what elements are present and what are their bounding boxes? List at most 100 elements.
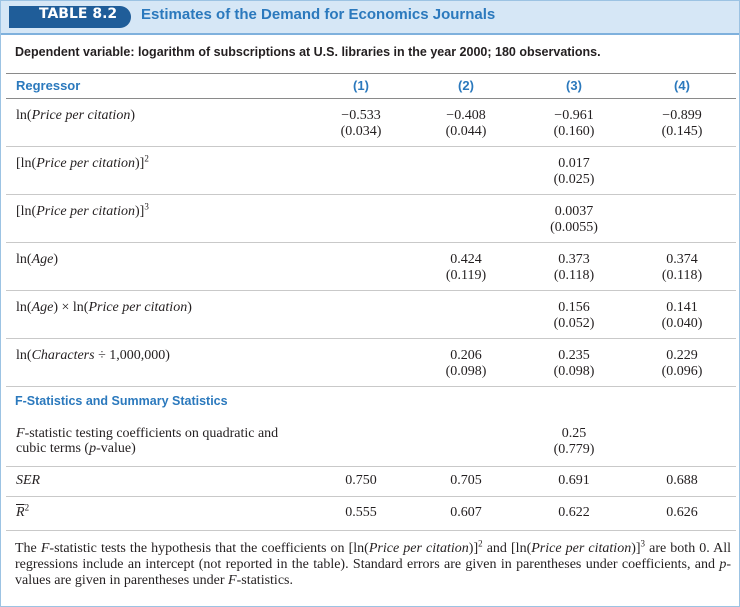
text-segment: p	[719, 557, 727, 572]
column-header-cell: (4)	[674, 78, 690, 93]
cell: 0.607	[411, 505, 521, 521]
std-error: (0.096)	[661, 364, 703, 379]
cell: 0.622	[519, 505, 629, 521]
std-error: (0.098)	[445, 364, 487, 379]
text-segment: ln(	[16, 348, 32, 363]
column-header-cell: Regressor	[16, 78, 81, 93]
estimate: 0.705	[450, 473, 482, 488]
std-error: (0.040)	[661, 316, 703, 331]
table-title: Estimates of the Demand for Economics Jo…	[141, 6, 496, 23]
table-label: TABLE 8.2	[9, 6, 132, 28]
estimate: 0.750	[345, 473, 377, 488]
footnote: The F-statistic tests the hypothesis tha…	[15, 538, 731, 589]
row-label: [ln(Price per citation)]2	[16, 153, 306, 171]
std-error: (0.119)	[445, 268, 487, 283]
text-segment: -statistics.	[236, 573, 293, 588]
row-label: ln(Age)	[16, 252, 306, 267]
estimate: −0.533	[341, 108, 381, 123]
text-segment: Price per citation	[368, 541, 469, 556]
text-segment: Characters	[31, 348, 95, 363]
text-segment: )	[53, 252, 58, 267]
estimate: −0.961	[554, 108, 594, 123]
std-error: (0.118)	[661, 268, 703, 283]
cell: 0.141 (0.040)	[627, 300, 737, 332]
estimate: −0.408	[446, 108, 486, 123]
cell: 0.0037 (0.0055)	[519, 204, 629, 236]
cell: 0.750	[306, 473, 416, 489]
text-segment: 3	[640, 538, 646, 549]
cell: 0.229 (0.096)	[627, 348, 737, 380]
column-header: Regressor (1) (2) (3) (4)	[6, 73, 736, 99]
text-segment: SER	[16, 473, 41, 488]
table-row: SER 0.750 0.705 0.691 0.688	[6, 466, 736, 497]
text-segment: ln(	[16, 300, 32, 315]
table-row: ln(Age) × ln(Price per citation) 0.156 (0.…	[6, 290, 736, 339]
text-segment: )]	[134, 156, 145, 171]
text-segment: 2	[478, 538, 483, 549]
text-segment: F	[228, 573, 237, 588]
std-error: (0.025)	[553, 172, 595, 187]
column-header-cell: (2)	[458, 78, 474, 93]
subtitle: Dependent variable: logarithm of subscri…	[15, 45, 601, 59]
std-error: (0.160)	[553, 124, 595, 139]
estimate: 0.25	[561, 426, 587, 441]
text-segment: R	[16, 505, 25, 520]
estimate: 0.607	[450, 505, 482, 520]
text-segment: 2	[24, 502, 30, 513]
text-segment: [ln(	[16, 204, 37, 219]
std-error: (0.098)	[553, 364, 595, 379]
text-segment: The	[15, 541, 41, 556]
estimate: 0.626	[666, 505, 698, 520]
cell: −0.533 (0.034)	[306, 108, 416, 140]
text-segment: Price per citation	[36, 204, 135, 219]
text-segment: -value)	[96, 441, 136, 456]
estimate: 0.622	[558, 505, 590, 520]
estimate: 0.156	[558, 300, 590, 315]
table-row: R2 0.555 0.607 0.622 0.626	[6, 496, 736, 531]
text-segment: Price per citation	[36, 156, 135, 171]
text-segment: )	[187, 300, 192, 315]
cell: 0.25 (0.779)	[519, 426, 629, 458]
text-segment: -statistic testing coefficients on quadr…	[16, 426, 279, 456]
cell: 0.705	[411, 473, 521, 489]
text-segment: )]	[134, 204, 145, 219]
estimate: 0.141	[666, 300, 698, 315]
cell: 0.235 (0.098)	[519, 348, 629, 380]
text-segment: 2	[144, 153, 149, 164]
table-row: F-statistic testing coefficients on quad…	[6, 416, 736, 467]
text-segment: F	[40, 541, 50, 556]
estimate: 0.688	[666, 473, 698, 488]
table-row: [ln(Price per citation)]2 0.017 (0.025)	[6, 146, 736, 195]
text-segment: Age	[31, 300, 54, 315]
cell: 0.373 (0.118)	[519, 252, 629, 284]
text-segment: )]	[468, 541, 479, 556]
text-segment: Price per citation	[31, 108, 131, 123]
table-row: ln(Characters ÷ 1,000,000) 0.206 (0.098) 0.…	[6, 338, 736, 387]
cell: 0.424 (0.119)	[411, 252, 521, 284]
estimate: 0.235	[558, 348, 590, 363]
text-segment: Price per citation	[88, 300, 188, 315]
cell: 0.374 (0.118)	[627, 252, 737, 284]
table-row: [ln(Price per citation)]3 0.0037 (0.0055)	[6, 194, 736, 243]
column-header-cell: (3)	[566, 78, 582, 93]
text-segment: and [ln(	[482, 541, 532, 556]
estimate: 0.0037	[554, 204, 594, 219]
std-error: (0.118)	[553, 268, 595, 283]
estimate: 0.206	[450, 348, 482, 363]
std-error: (0.779)	[553, 442, 595, 457]
estimate: 0.424	[450, 252, 482, 267]
text-segment: p	[89, 441, 97, 456]
row-label: SER	[16, 473, 306, 488]
text-segment: [ln(	[16, 156, 37, 171]
header-bar: TABLE 8.2 Estimates of the Demand for Ec…	[1, 1, 739, 35]
text-segment: F	[16, 426, 25, 441]
cell: −0.899 (0.145)	[627, 108, 737, 140]
cell: 0.688	[627, 473, 737, 489]
text-segment: Age	[31, 252, 54, 267]
text-segment: ln(	[16, 252, 32, 267]
row-label: R2	[16, 502, 306, 520]
section-heading: F-Statistics and Summary Statistics	[15, 394, 228, 408]
text-segment: -statistic tests the hypothesis that the…	[49, 541, 369, 556]
estimate: 0.374	[666, 252, 698, 267]
estimate: 0.373	[558, 252, 590, 267]
